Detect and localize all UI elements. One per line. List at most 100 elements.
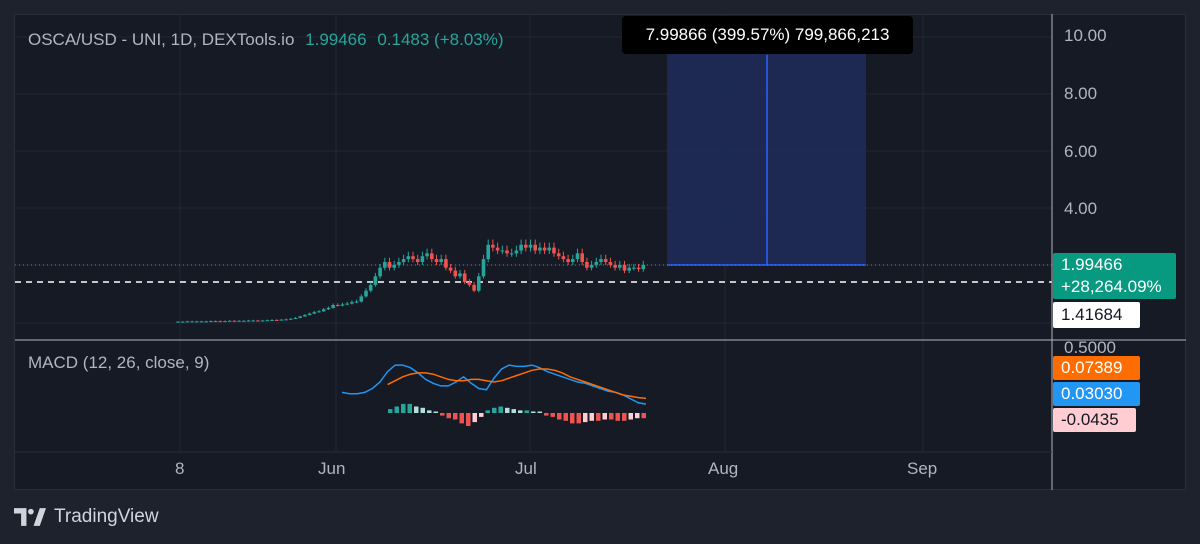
- candle-body: [599, 259, 603, 262]
- candle-body: [585, 261, 589, 268]
- line-price-tag: 1.41684: [1053, 302, 1140, 328]
- candle-series: [176, 239, 646, 323]
- candle-body: [190, 321, 194, 323]
- candle-body: [580, 253, 584, 262]
- candle-body: [467, 282, 472, 285]
- macd-line: [341, 364, 647, 405]
- histogram-bar: [485, 410, 490, 413]
- candle-body: [242, 320, 246, 322]
- time-tick: Jun: [318, 459, 346, 478]
- candle-body: [195, 321, 199, 323]
- histogram-bar: [550, 413, 555, 417]
- histogram-bar: [414, 406, 419, 413]
- candle-body: [368, 284, 373, 291]
- last-price-change: +28,264.09%: [1061, 277, 1162, 296]
- macd-histogram: [388, 403, 646, 426]
- candle-body: [505, 250, 509, 254]
- candle-body: [618, 264, 622, 268]
- candle-body: [373, 276, 378, 285]
- candle-body: [514, 250, 519, 254]
- symbol-legend: OSCA/USD - UNI, 1D, DEXTools.io 1.99466 …: [28, 30, 504, 50]
- histogram-bar: [505, 407, 510, 413]
- histogram-bar: [453, 413, 458, 420]
- histogram-bar: [635, 413, 640, 419]
- macd-tag: 0.03030: [1053, 382, 1140, 406]
- candle-body: [401, 259, 406, 262]
- candle-body: [519, 244, 523, 251]
- candle-body: [571, 259, 575, 262]
- candle-body: [317, 311, 321, 313]
- candle-body: [542, 247, 547, 251]
- candle-body: [227, 320, 232, 322]
- candle-body: [383, 261, 387, 268]
- candle-body: [561, 256, 566, 260]
- footer-brand[interactable]: TradingView: [14, 504, 159, 530]
- candle-body: [458, 273, 462, 277]
- price-tick: 6.00: [1064, 142, 1098, 161]
- candle-body: [218, 321, 223, 323]
- histogram-bar: [420, 407, 425, 413]
- candle-body: [415, 259, 420, 262]
- candle-body: [246, 320, 251, 322]
- candle-body: [481, 259, 486, 277]
- histogram-bar: [609, 413, 614, 420]
- histogram-bar: [602, 413, 607, 420]
- chart-frame[interactable]: [14, 14, 1186, 490]
- histogram-bar: [576, 413, 581, 424]
- candle-body: [265, 320, 270, 322]
- candle-body: [199, 321, 204, 323]
- histogram-bar: [401, 403, 406, 413]
- candle-body: [575, 253, 580, 260]
- time-tick: Jul: [515, 459, 537, 478]
- candle-body: [392, 264, 396, 268]
- candle-body: [185, 321, 190, 323]
- histogram-bar: [446, 413, 451, 419]
- candle-body: [632, 267, 636, 269]
- candle-body: [453, 270, 458, 277]
- histogram-bar: [596, 413, 601, 421]
- candle-body: [533, 244, 537, 251]
- time-tick: 8: [175, 459, 185, 478]
- candle-body: [260, 320, 265, 322]
- candle-body: [594, 261, 599, 265]
- candle-body: [603, 259, 608, 262]
- candle-body: [256, 320, 260, 322]
- candle-body: [232, 320, 237, 322]
- candle-body: [321, 309, 326, 312]
- signal-line: [387, 368, 647, 400]
- candle-body: [448, 267, 453, 271]
- symbol-name[interactable]: OSCA/USD - UNI, 1D, DEXTools.io: [28, 30, 295, 49]
- candle-body: [444, 259, 448, 268]
- candle-body: [354, 301, 359, 303]
- candle-body: [350, 302, 354, 304]
- histogram-bar: [472, 413, 477, 423]
- histogram-bar: [563, 413, 568, 421]
- histogram-bar: [557, 413, 562, 420]
- histogram-bar: [388, 409, 393, 413]
- tradingview-logo-icon: [14, 508, 46, 526]
- time-tick: Sep: [907, 459, 938, 478]
- candle-body: [176, 321, 180, 323]
- measure-tooltip: 7.99866 (399.57%) 799,866,213: [622, 16, 913, 54]
- candle-body: [397, 261, 401, 265]
- candle-body: [237, 320, 241, 322]
- histogram-bar: [524, 410, 529, 413]
- candle-body: [364, 290, 368, 297]
- candle-body: [213, 321, 218, 323]
- last-price-value: 1.99466: [1061, 255, 1123, 274]
- candle-body: [547, 247, 552, 251]
- candle-body: [434, 259, 439, 262]
- candle-body: [326, 307, 331, 310]
- candle-body: [180, 321, 185, 323]
- candle-body: [209, 321, 213, 323]
- macd-legend[interactable]: MACD (12, 26, close, 9): [28, 353, 210, 372]
- histogram-bar: [466, 413, 471, 426]
- histogram-bar: [622, 413, 627, 421]
- candle-body: [425, 253, 429, 257]
- grid-lines: [15, 14, 1052, 452]
- histogram-bar: [498, 406, 503, 413]
- price-tick: 8.00: [1064, 84, 1098, 103]
- candle-body: [528, 244, 533, 248]
- candle-body: [608, 261, 613, 265]
- candle-body: [331, 305, 335, 308]
